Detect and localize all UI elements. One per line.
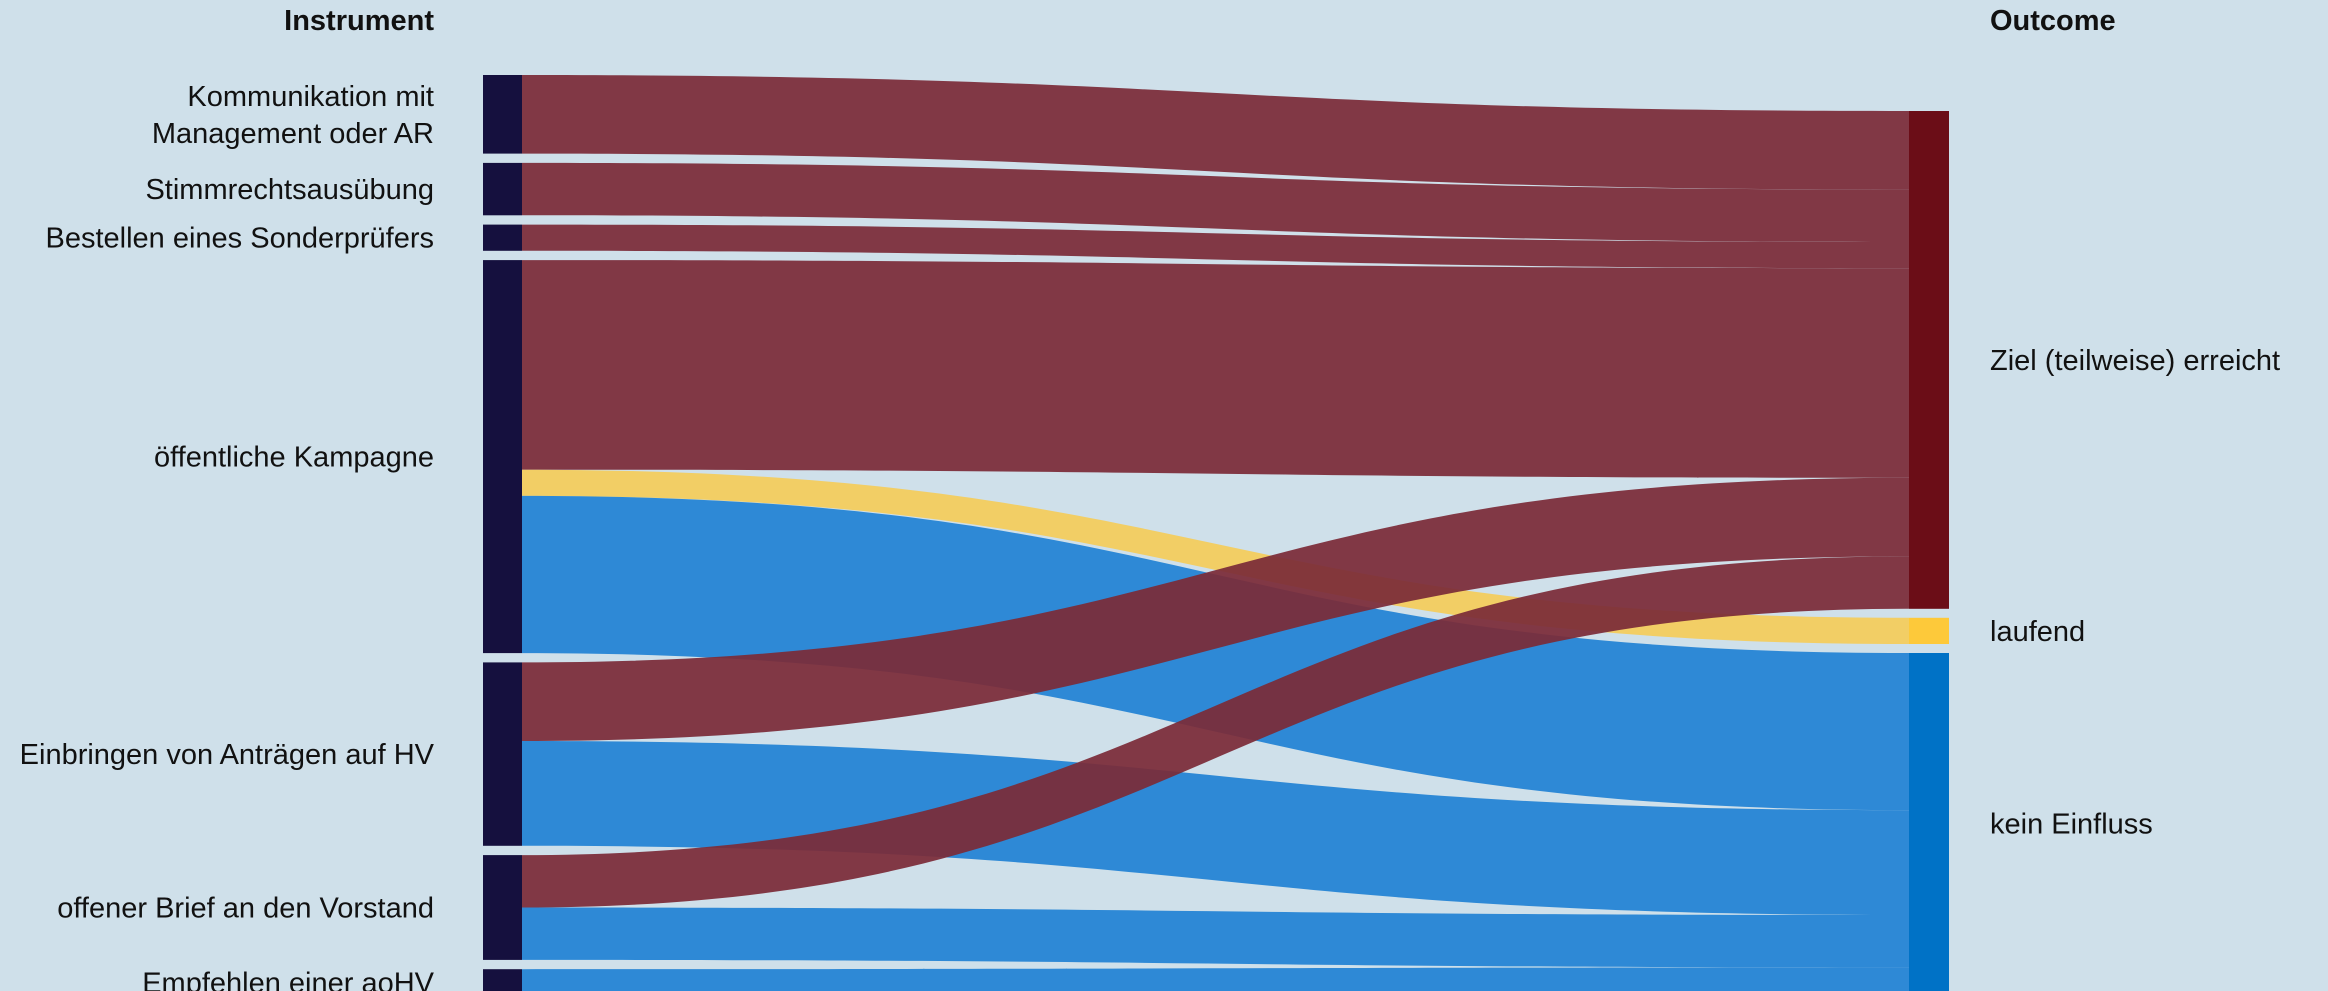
source-node: [483, 224, 522, 251]
sankey-flow: [522, 224, 1909, 269]
target-header: Outcome: [1990, 5, 2116, 37]
labels-layer: Instrument Outcome Kommunikation mit Mana…: [20, 5, 2280, 991]
target-node: [1909, 111, 1949, 609]
sankey-flow: [522, 907, 1909, 968]
source-label: Bestellen eines Sonderprüfers: [45, 223, 434, 255]
sankey-flow: [522, 741, 1909, 915]
source-header: Instrument: [284, 5, 434, 37]
nodes-layer: [483, 75, 1949, 991]
target-label: laufend: [1990, 616, 2085, 648]
source-label: Einbringen von Anträgen auf HV: [20, 739, 435, 771]
source-node: [483, 75, 522, 154]
source-label: offener Brief an den Vorstand: [57, 893, 434, 925]
source-node: [483, 662, 522, 846]
sankey-flow: [522, 469, 1909, 644]
source-label: Kommunikation mit: [187, 81, 434, 113]
sankey-flow: [522, 162, 1909, 242]
flows-layer: [522, 75, 1909, 991]
source-node: [483, 855, 522, 960]
sankey-flow: [522, 967, 1909, 991]
source-label: Empfehlen einer aoHV: [142, 967, 434, 991]
target-node: [1909, 653, 1949, 991]
target-label: Ziel (teilweise) erreicht: [1990, 345, 2280, 377]
sankey-flow: [522, 260, 1909, 478]
source-node: [483, 969, 522, 991]
source-label: Management oder AR: [152, 118, 434, 150]
source-node: [483, 260, 522, 654]
target-node: [1909, 617, 1949, 644]
source-label: Stimmrechtsausübung: [145, 174, 434, 206]
sankey-flow: [522, 495, 1909, 811]
source-node: [483, 162, 522, 216]
sankey-flow: [522, 75, 1909, 190]
sankey-flow: [522, 556, 1909, 908]
source-label: öffentliche Kampagne: [154, 442, 434, 474]
sankey-flow: [522, 477, 1909, 741]
target-label: kein Einfluss: [1990, 808, 2153, 840]
